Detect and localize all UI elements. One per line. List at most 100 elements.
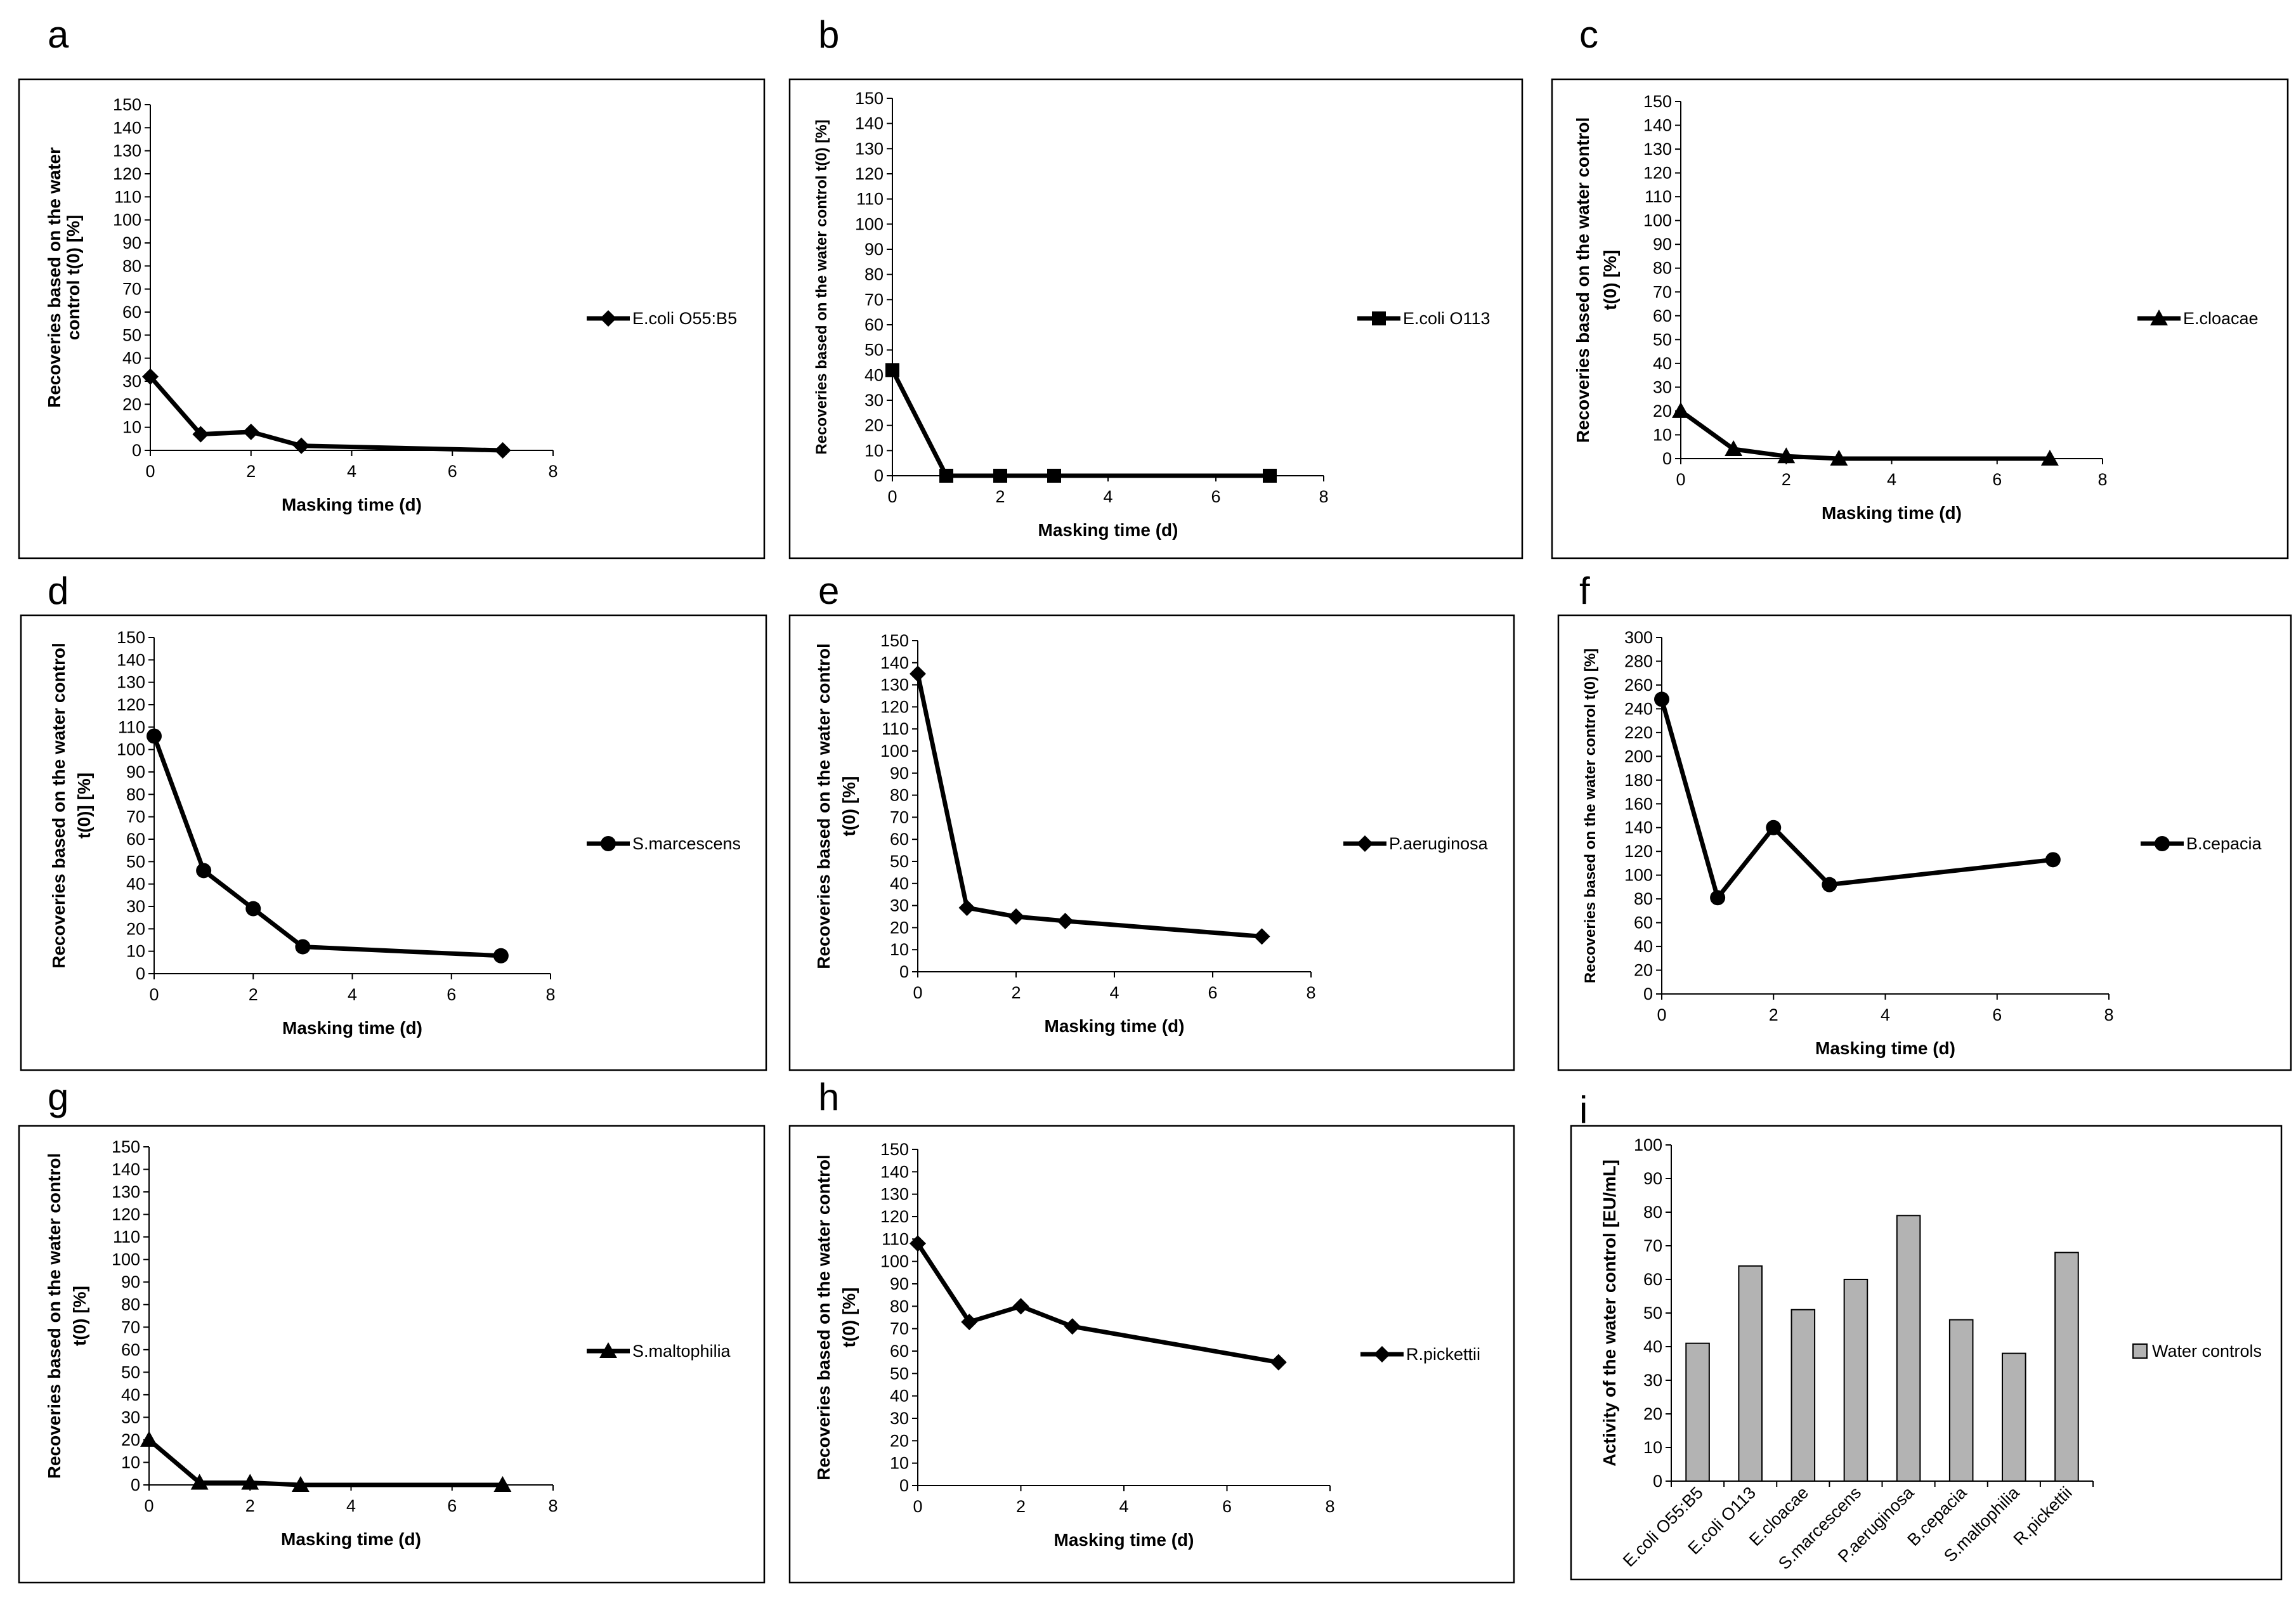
legend-marker [2150,310,2168,325]
y-axis-label: t(0) [%] [1600,250,1620,310]
y-tick-label: 140 [855,114,884,133]
legend-label: R.pickettii [1406,1345,1480,1364]
legend-label: B.cepacia [2186,834,2262,853]
y-tick-label: 110 [882,719,909,738]
y-tick-label: 0 [899,1476,909,1495]
y-tick-label: 140 [880,653,909,672]
series-line [915,673,1262,939]
y-tick-label: 30 [122,372,141,391]
x-tick-label: 6 [447,1496,457,1515]
y-tick-label: 30 [890,1409,909,1428]
y-tick-label: 20 [890,918,909,937]
x-tick-label: 2 [995,487,1005,506]
panel-frame [1551,78,2289,559]
y-tick-label: 30 [1643,1371,1662,1390]
y-tick-label: 10 [864,441,884,460]
y-tick-label: 110 [113,1227,140,1246]
series-line [147,1438,503,1487]
y-tick-label: 60 [864,315,884,334]
data-point [493,948,509,964]
y-tick-label: 140 [880,1162,909,1181]
x-tick-label: 8 [548,1496,558,1515]
y-tick-label: 150 [855,89,884,108]
y-tick-label: 120 [880,697,909,716]
y-tick-label: 60 [1653,306,1672,325]
data-point [1008,908,1024,925]
panel-letter: c [1579,13,1598,56]
data-point [1725,440,1743,456]
data-point [1710,890,1726,906]
data-point [1057,912,1074,929]
y-tick-label: 70 [1643,1236,1662,1255]
bar [1896,1215,1921,1482]
x-tick-label: 0 [913,1497,922,1516]
y-tick-label: 100 [880,1252,909,1271]
data-point [1253,928,1270,945]
y-tick-label: 10 [890,1454,909,1473]
chart-panel-e: e0102030405060708090100110120130140150Re… [788,570,1515,1071]
y-axis-label: Recoveries based on the water control [814,643,833,969]
x-tick-label: 4 [347,462,356,481]
y-tick-label: 110 [856,190,884,209]
data-point [958,899,975,917]
y-tick-label: 90 [121,1272,140,1291]
y-tick-label: 50 [1653,330,1672,349]
y-tick-label: 70 [890,1319,909,1338]
y-axis-label: Recoveries based on the water control [44,1153,64,1479]
x-tick-label: 8 [1325,1497,1334,1516]
y-tick-label: 70 [122,280,141,299]
data-point [196,863,212,879]
y-axis-label: t(0) [%] [70,1286,89,1346]
y-tick-label: 20 [122,395,141,414]
data-point [1672,402,1690,418]
y-tick-label: 130 [880,1185,909,1204]
y-tick-label: 0 [1653,1472,1662,1491]
x-tick-label: 8 [1306,983,1315,1002]
y-tick-label: 130 [112,1182,140,1201]
x-tick-label: 2 [1011,983,1021,1002]
y-tick-label: 120 [855,164,884,183]
y-tick-label: 130 [1643,140,1672,159]
y-tick-label: 30 [121,1408,140,1427]
bar [2002,1352,2026,1482]
y-tick-label: 90 [864,240,884,259]
y-tick-label: 40 [890,1387,909,1406]
y-tick-label: 150 [112,1137,140,1156]
chart-panel-f: f020406080100120140160180200220240260280… [1557,570,2292,1071]
y-tick-label: 120 [1624,842,1653,861]
data-point [961,1314,978,1331]
data-point [245,901,261,917]
y-tick-label: 100 [855,214,884,233]
x-tick-label: 8 [545,985,555,1004]
y-tick-label: 60 [126,830,145,849]
y-tick-label: 100 [1624,866,1653,885]
panel-frame [788,1125,1515,1584]
y-tick-label: 200 [1624,747,1653,766]
y-tick-label: 10 [890,940,909,959]
y-tick-label: 80 [121,1295,140,1314]
chart-panel-g: g0102030405060708090100110120130140150Re… [18,1076,766,1584]
legend-marker [599,1342,617,1358]
x-tick-label: 2 [1782,470,1791,489]
y-tick-label: 120 [1643,164,1672,183]
x-tick-label: E.coli O55:B5 [1619,1483,1707,1571]
data-point [293,437,310,454]
y-tick-label: 20 [864,416,884,435]
x-tick-label: 4 [1887,470,1896,489]
y-tick-label: 20 [1634,961,1653,980]
data-point [295,939,311,955]
x-tick-label: 4 [348,985,357,1004]
y-tick-label: 30 [864,391,884,410]
y-tick-label: 100 [112,1250,140,1269]
bar [1790,1309,1816,1482]
data-point [494,442,511,459]
y-tick-label: 150 [880,631,909,650]
y-tick-label: 80 [1634,889,1653,908]
x-tick-label: 6 [1222,1497,1232,1516]
y-tick-label: 40 [1653,354,1672,373]
y-tick-label: 280 [1624,651,1653,670]
panel-frame [1570,1125,2283,1581]
y-tick-label: 60 [122,303,141,322]
data-point [1047,469,1061,483]
y-tick-label: 0 [132,441,141,460]
